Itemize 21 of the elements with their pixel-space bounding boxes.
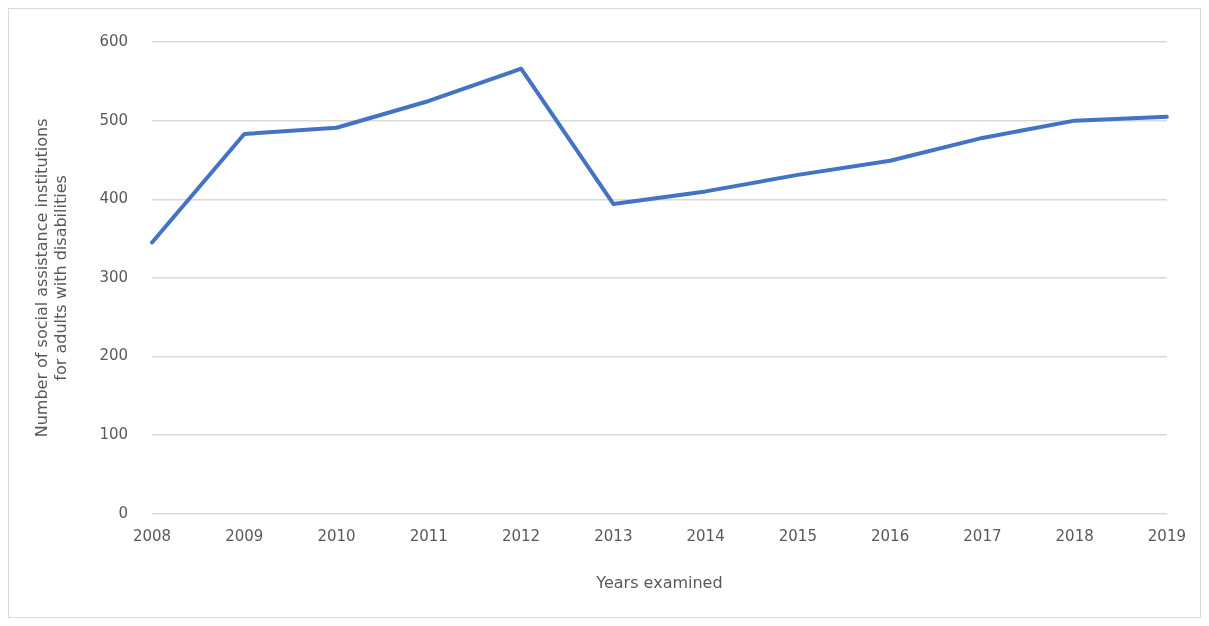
- y-tick-label: 500: [99, 110, 129, 129]
- x-tick-label: 2016: [871, 526, 910, 545]
- y-tick-label: 200: [99, 346, 129, 365]
- x-tick-label: 2019: [1147, 526, 1187, 545]
- x-tick-label: 2015: [778, 526, 817, 545]
- y-tick-label: 100: [99, 425, 129, 444]
- y-tick-label: 400: [99, 189, 129, 208]
- y-tick-label: 0: [118, 503, 129, 522]
- x-tick-label: 2011: [409, 526, 448, 545]
- x-tick-label: 2017: [963, 526, 1002, 545]
- x-tick-label: 2009: [225, 526, 264, 545]
- x-tick-label: 2008: [132, 526, 172, 545]
- y-tick-label: 300: [99, 267, 129, 286]
- x-tick-label: 2012: [501, 526, 541, 545]
- x-tick-label: 2013: [594, 526, 633, 545]
- x-tick-label: 2010: [317, 526, 356, 545]
- y-tick-label: 600: [99, 31, 129, 50]
- x-tick-label: 2014: [686, 526, 725, 545]
- x-tick-label: 2018: [1055, 526, 1094, 545]
- x-axis-title: Years examined: [595, 572, 723, 592]
- y-axis-title: Number of social assistance institutions for adults with disabilities: [31, 118, 70, 438]
